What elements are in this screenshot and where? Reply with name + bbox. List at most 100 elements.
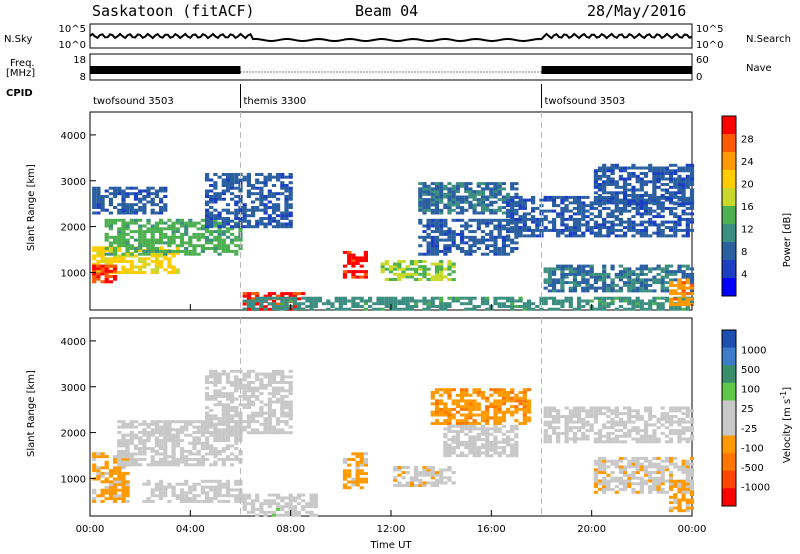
power-cell <box>556 302 561 306</box>
power-cell <box>497 190 502 194</box>
power-cell <box>138 227 143 231</box>
power-cell <box>280 173 285 176</box>
power-cell <box>443 218 448 222</box>
velocity-cell <box>455 422 460 425</box>
power-cell <box>643 278 649 282</box>
power-cell <box>577 206 582 210</box>
velocity-cell <box>434 473 440 477</box>
power-cell <box>188 218 193 222</box>
velocity-cell <box>677 423 682 427</box>
velocity-cell <box>179 439 185 443</box>
velocity-cell <box>108 474 113 478</box>
velocity-cell <box>552 431 557 435</box>
power-cell <box>589 283 594 287</box>
velocity-cell <box>597 437 603 441</box>
power-cell <box>284 175 289 179</box>
velocity-cell <box>669 476 674 480</box>
velocity-cell <box>225 431 231 435</box>
power-cell <box>669 198 674 202</box>
velocity-cell <box>259 414 264 418</box>
velocity-cell <box>577 417 582 421</box>
power-cell <box>276 197 281 201</box>
velocity-cell <box>451 435 456 439</box>
velocity-cell <box>627 462 632 466</box>
power-cell <box>108 269 113 273</box>
x-tick-label: 04:00 <box>176 524 205 535</box>
power-cell <box>267 222 272 226</box>
velocity-cell <box>602 406 607 410</box>
velocity-cell <box>547 434 552 438</box>
power-cell <box>522 307 527 311</box>
power-cell <box>284 217 289 220</box>
power-cell <box>263 211 268 215</box>
velocity-cell <box>677 501 682 505</box>
power-cell <box>623 180 628 184</box>
power-cell <box>689 228 695 232</box>
velocity-cell <box>506 393 511 397</box>
velocity-cell <box>434 399 440 403</box>
velocity-cell <box>175 441 180 445</box>
power-cell <box>121 265 126 269</box>
power-cell <box>623 196 628 200</box>
power-cell <box>535 234 540 238</box>
cpid-mode-label: twofsound 3503 <box>545 96 626 107</box>
velocity-cell <box>602 487 607 491</box>
power-cell <box>635 278 640 282</box>
power-cell <box>572 307 578 311</box>
power-cell <box>117 218 122 222</box>
velocity-cell <box>606 431 611 435</box>
power-cell <box>129 271 134 274</box>
power-cell <box>355 256 360 260</box>
power-cell <box>117 241 122 245</box>
power-cell <box>263 296 268 300</box>
velocity-cell <box>468 438 473 442</box>
power-cell <box>677 195 682 199</box>
power-cell <box>142 244 147 248</box>
velocity-cell <box>489 446 494 450</box>
power-cell <box>639 302 644 306</box>
velocity-cell <box>163 428 168 432</box>
velocity-cell <box>129 436 134 440</box>
power-cell <box>610 289 615 293</box>
power-cell <box>510 217 515 221</box>
power-cell <box>288 296 293 300</box>
velocity-cell <box>547 406 552 410</box>
power-cell <box>664 188 669 192</box>
power-cell <box>296 305 302 308</box>
power-cell <box>280 184 285 187</box>
velocity-cell <box>175 439 180 443</box>
velocity-cell <box>493 424 498 428</box>
power-cell <box>552 307 557 311</box>
power-cell <box>104 275 109 278</box>
power-cell <box>426 299 431 303</box>
power-cell <box>138 238 143 242</box>
velocity-cell <box>439 393 444 397</box>
power-cell <box>108 227 113 231</box>
velocity-cell <box>246 394 251 398</box>
velocity-cell <box>443 435 448 439</box>
power-cell <box>627 226 632 230</box>
velocity-cell <box>117 425 122 429</box>
velocity-cell <box>213 369 218 373</box>
velocity-cell <box>221 411 226 415</box>
power-cell <box>627 278 632 282</box>
power-cell <box>543 278 548 282</box>
velocity-cell <box>92 469 97 473</box>
power-cell <box>288 206 293 209</box>
velocity-cell <box>150 499 155 503</box>
velocity-cell <box>547 412 552 416</box>
power-cell <box>267 307 272 311</box>
velocity-cell <box>510 448 515 452</box>
velocity-cell <box>468 440 473 444</box>
velocity-cell <box>267 502 272 506</box>
power-cell <box>292 296 297 300</box>
power-cell <box>648 194 653 197</box>
power-cell <box>430 192 435 196</box>
velocity-cell <box>196 449 201 453</box>
power-cell <box>581 212 586 216</box>
power-cell <box>439 260 444 263</box>
power-cell <box>284 225 289 229</box>
velocity-cell <box>593 485 598 489</box>
power-cell <box>246 294 251 298</box>
power-cell <box>660 307 665 311</box>
